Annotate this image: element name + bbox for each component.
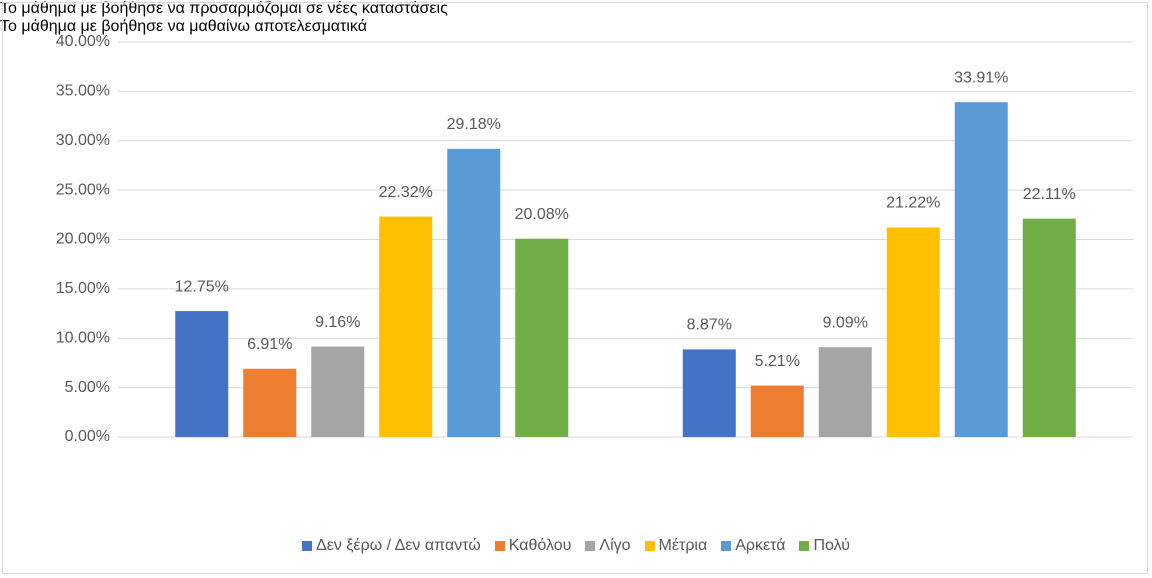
- y-tick-label: 10.00%: [56, 329, 110, 346]
- bar: [682, 349, 736, 437]
- y-tick-label: 35.00%: [56, 83, 110, 100]
- bar: [447, 148, 501, 437]
- bar: [243, 368, 297, 437]
- y-tick-label: 0.00%: [65, 428, 110, 445]
- legend-label: Δεν ξέρω / Δεν απαντώ: [316, 537, 481, 554]
- x-tick-label: Το μάθημα με βοήθησε να μαθαίνω αποτελεσ…: [0, 18, 367, 35]
- legend-label: Καθόλου: [508, 537, 572, 554]
- data-label: 33.91%: [954, 69, 1008, 86]
- legend: Δεν ξέρω / Δεν απαντώ Καθόλου Λίγο Μέτρια Αρ…: [0, 537, 1152, 555]
- bar: [311, 346, 365, 437]
- legend-swatch: [644, 541, 655, 551]
- legend-item: Μέτρια: [644, 537, 708, 555]
- legend-label: Λίγο: [599, 537, 631, 554]
- legend-swatch: [799, 541, 810, 551]
- bar: [954, 102, 1008, 438]
- data-label: 22.32%: [379, 184, 433, 201]
- data-label: 8.87%: [687, 317, 732, 334]
- category-labels: Το μάθημα με βοήθησε να προσαρμόζομαι σε…: [0, 0, 1152, 36]
- bar: [886, 227, 940, 437]
- data-label: 20.08%: [515, 206, 569, 223]
- legend-swatch: [494, 541, 505, 551]
- legend-item: Δεν ξέρω / Δεν απαντώ: [302, 537, 481, 555]
- bar: [818, 347, 872, 437]
- bar: [750, 385, 804, 437]
- legend-swatch: [302, 541, 312, 551]
- legend-item: Καθόλου: [494, 537, 572, 555]
- bar: [1022, 218, 1076, 437]
- bar: [175, 311, 229, 437]
- data-label: 9.09%: [823, 314, 868, 331]
- y-tick-label: 40.00%: [56, 33, 110, 50]
- data-label: 6.91%: [247, 336, 292, 353]
- legend-item: Αρκετά: [721, 537, 785, 555]
- bar: [515, 238, 569, 437]
- legend-swatch: [721, 541, 732, 551]
- legend-item: Λίγο: [585, 537, 631, 555]
- data-label: 5.21%: [755, 353, 800, 370]
- data-label: 21.22%: [886, 195, 940, 212]
- legend-label: Αρκετά: [735, 537, 786, 554]
- bar: [379, 216, 433, 437]
- data-label: 12.75%: [175, 278, 229, 295]
- legend-label: Πολύ: [813, 537, 850, 554]
- y-tick-label: 15.00%: [56, 280, 110, 297]
- y-tick-label: 20.00%: [56, 231, 110, 248]
- y-tick-label: 30.00%: [56, 132, 110, 149]
- legend-swatch: [585, 541, 596, 551]
- y-tick-label: 5.00%: [65, 379, 110, 396]
- data-label: 9.16%: [315, 314, 360, 331]
- legend-label: Μέτρια: [658, 537, 708, 554]
- x-tick-label: Το μάθημα με βοήθησε να προσαρμόζομαι σε…: [0, 0, 448, 17]
- legend-item: Πολύ: [799, 537, 850, 555]
- data-label: 29.18%: [447, 116, 501, 133]
- data-label: 22.11%: [1023, 186, 1076, 203]
- y-tick-label: 25.00%: [56, 181, 110, 198]
